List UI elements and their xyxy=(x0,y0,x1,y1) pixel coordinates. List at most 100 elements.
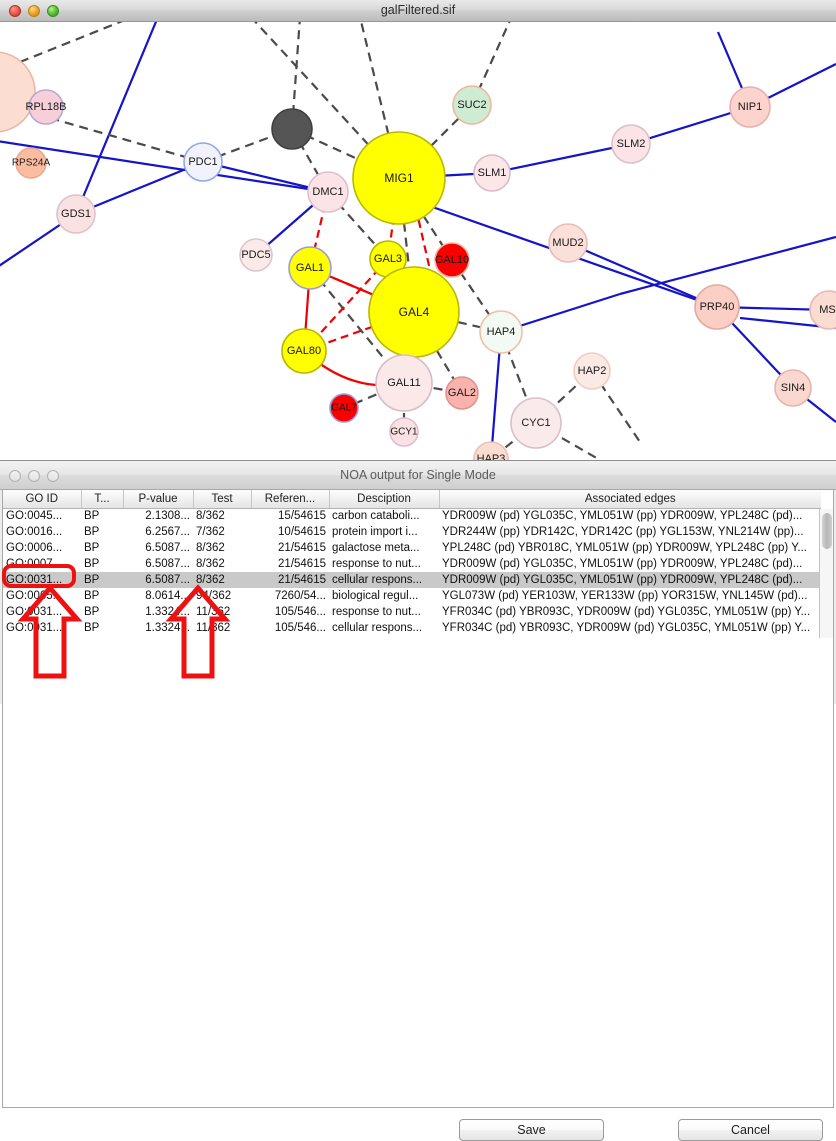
cell-associated-edges: YDR009W (pd) YGL035C, YML051W (pp) YDR00… xyxy=(442,510,803,523)
node-circle[interactable] xyxy=(809,290,836,330)
edge-blue xyxy=(202,160,329,194)
maximize-window-button[interactable] xyxy=(47,5,59,17)
node-circle[interactable] xyxy=(479,310,523,354)
cancel-button[interactable]: Cancel xyxy=(678,1119,823,1141)
column-header-test[interactable]: Test xyxy=(193,490,252,509)
node-circle[interactable] xyxy=(288,246,332,290)
edge-blue xyxy=(619,235,836,296)
minimize-window-button[interactable] xyxy=(28,5,40,17)
network-node[interactable]: MSI xyxy=(809,290,836,330)
node-circle[interactable] xyxy=(389,417,419,447)
table-row[interactable]: GO:0050...BP1.428E...80/3625778/54...reg… xyxy=(3,636,821,638)
network-node[interactable]: CYC1 xyxy=(510,397,562,449)
cell-p-value: 6.5087... xyxy=(145,558,190,570)
node-circle[interactable] xyxy=(239,238,273,272)
network-node[interactable] xyxy=(271,108,313,150)
network-node[interactable]: GAL4 xyxy=(368,266,460,358)
node-circle[interactable] xyxy=(445,376,479,410)
noa-minimize-button[interactable] xyxy=(28,470,40,482)
table-row[interactable]: GO:0007... BP 6.5087... 8/362 21/54615 respon… xyxy=(3,556,821,572)
network-node[interactable]: RPS24A xyxy=(12,147,51,179)
node-circle[interactable] xyxy=(15,147,47,179)
network-node[interactable]: SIN4 xyxy=(774,369,812,407)
network-node[interactable]: GDS1 xyxy=(56,194,96,234)
node-circle[interactable] xyxy=(183,142,223,182)
network-node[interactable]: PDC1 xyxy=(183,142,223,182)
table-row[interactable]: GO:0045... BP 2.1308... 8/362 15/54615 carbon… xyxy=(3,508,821,524)
edge-blue xyxy=(74,22,158,215)
network-node[interactable]: MIG1 xyxy=(352,131,446,225)
table-row[interactable]: GO:0016... BP 6.2567... 7/362 10/54615 protei… xyxy=(3,524,821,540)
node-circle[interactable] xyxy=(368,266,460,358)
column-header-p-value[interactable]: P-value xyxy=(123,490,194,509)
column-header-associated-edges[interactable]: Associated edges xyxy=(439,490,821,509)
node-circle[interactable] xyxy=(329,393,359,423)
network-node[interactable]: SUC2 xyxy=(452,85,492,125)
cell-associated-edges: YPL248C (pd) YBR018C, YML051W (pp) YDR00… xyxy=(442,542,808,554)
column-header-type[interactable]: T... xyxy=(81,490,124,509)
node-circle[interactable] xyxy=(573,352,611,390)
table-vertical-scrollbar[interactable] xyxy=(819,509,833,638)
node-circle[interactable] xyxy=(307,171,349,213)
network-node[interactable]: GAL2 xyxy=(445,376,479,410)
network-view[interactable]: RPL18B RPS24A GDS1 PDC1 PDC5 DMC1 MIG1 SUC2 SLM1… xyxy=(0,22,836,460)
node-circle[interactable] xyxy=(510,397,562,449)
table-row[interactable]: GO:0031... BP 1.3324... 11/362 105/546... res… xyxy=(3,604,821,620)
column-header-description[interactable]: Desciption xyxy=(329,490,440,509)
node-circle[interactable] xyxy=(694,284,740,330)
network-node[interactable]: SLM2 xyxy=(611,124,651,164)
cell-description: regulation of bi... xyxy=(329,636,439,638)
node-circle[interactable] xyxy=(434,242,470,278)
save-button[interactable]: Save xyxy=(459,1119,604,1141)
network-node[interactable]: GCY1 xyxy=(389,417,419,447)
scrollbar-thumb[interactable] xyxy=(822,513,832,549)
network-node[interactable]: NIP1 xyxy=(729,86,771,128)
node-circle[interactable] xyxy=(473,154,511,192)
node-circle[interactable] xyxy=(774,369,812,407)
network-node[interactable]: HAP4 xyxy=(479,310,523,354)
node-circle[interactable] xyxy=(375,354,433,412)
network-node[interactable]: GAL80 xyxy=(281,328,327,374)
network-node[interactable]: GAL11 xyxy=(375,354,433,412)
cell-description: response to nut... xyxy=(332,558,421,570)
node-circle[interactable] xyxy=(729,86,771,128)
column-header-go-id[interactable]: GO ID xyxy=(3,490,82,509)
table-row[interactable]: GO:0065... BP 8.0614... 94/362 7260/54... bio… xyxy=(3,588,821,604)
network-node[interactable]: GAL1 xyxy=(288,246,332,290)
noa-maximize-button[interactable] xyxy=(47,470,59,482)
network-node[interactable]: GAL10 xyxy=(434,242,470,278)
network-node[interactable]: PRP40 xyxy=(694,284,740,330)
node-circle[interactable] xyxy=(56,194,96,234)
network-node[interactable]: SLM1 xyxy=(473,154,511,192)
node-circle[interactable] xyxy=(28,89,64,125)
edge-red-dashed xyxy=(303,258,389,352)
network-node[interactable]: MUD2 xyxy=(548,223,588,263)
network-node[interactable]: GAL7 xyxy=(329,393,359,423)
node-circle[interactable] xyxy=(271,108,313,150)
noa-results-table: GO ID T... P-value Test Referen... Desci… xyxy=(3,490,821,638)
table-row[interactable]: GO:0006... BP 6.5087... 8/362 21/54615 galact… xyxy=(3,540,821,556)
noa-table-scrollarea[interactable]: GO ID T... P-value Test Referen... Desci… xyxy=(3,490,821,638)
node-circle[interactable] xyxy=(452,85,492,125)
network-node[interactable]: HAP2 xyxy=(573,352,611,390)
node-circle[interactable] xyxy=(281,328,327,374)
edge-dashed xyxy=(535,422,601,460)
node-circle[interactable] xyxy=(548,223,588,263)
node-circle[interactable] xyxy=(473,441,509,460)
cell-description: cellular respons... xyxy=(332,622,423,634)
network-node[interactable]: PDC5 xyxy=(239,238,273,272)
close-window-button[interactable] xyxy=(9,5,21,17)
cell-p-value: 6.5087... xyxy=(145,542,190,554)
network-node[interactable] xyxy=(0,51,36,133)
network-node[interactable]: DMC1 xyxy=(307,171,349,213)
table-row[interactable]: GO:0031... BP 6.5087... 8/362 21/54615 cellul… xyxy=(3,572,821,588)
noa-close-button[interactable] xyxy=(9,470,21,482)
node-circle[interactable] xyxy=(0,51,36,133)
network-node[interactable]: HAP3 xyxy=(473,441,509,460)
table-row[interactable]: GO:0031... BP 1.3324... 11/362 105/546... cel… xyxy=(3,620,821,636)
column-header-reference[interactable]: Referen... xyxy=(251,490,330,509)
cell-reference: 15/54615 xyxy=(278,510,326,523)
node-circle[interactable] xyxy=(611,124,651,164)
cell-go-id: GO:0031... xyxy=(6,606,63,618)
node-circle[interactable] xyxy=(352,131,446,225)
